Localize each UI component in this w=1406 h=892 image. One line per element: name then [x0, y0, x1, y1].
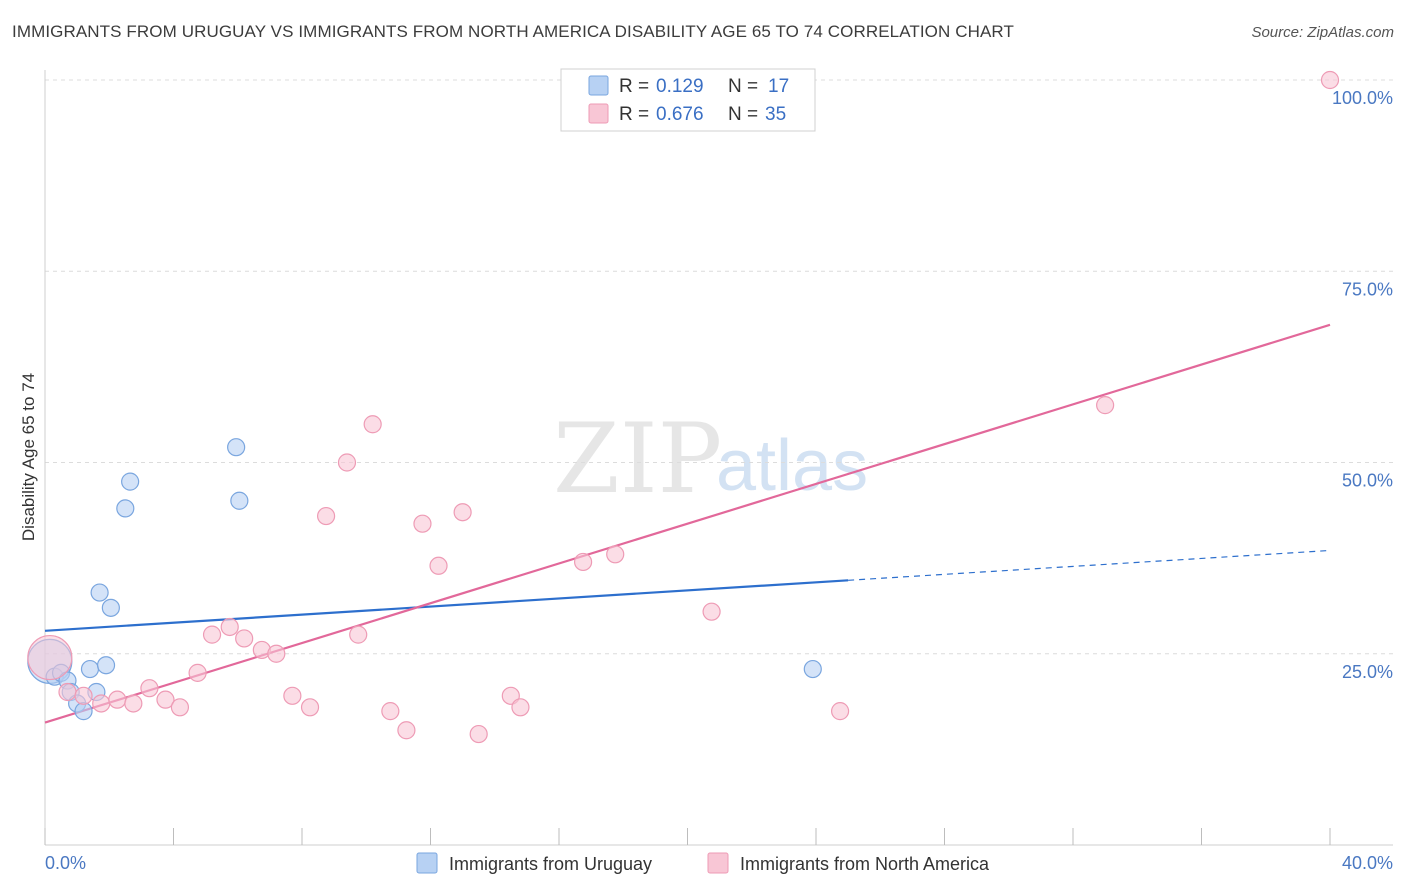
series-legend: Immigrants from Uruguay Immigrants from … [416, 852, 990, 874]
legend-r-value-north-america: 0.676 [656, 104, 704, 125]
watermark-atlas: atlas [716, 426, 868, 506]
legend-n-value-uruguay: 17 [768, 76, 789, 97]
y-tick-label-75: 75.0% [1342, 279, 1393, 299]
y-tick-label-50: 50.0% [1342, 471, 1393, 491]
point-north-america-21 [381, 702, 400, 721]
point-north-america-10 [202, 625, 222, 644]
trend-line-extension-uruguay [848, 549, 1331, 581]
stats-legend: R = 0.129 N = 17 R = 0.676 N = 35 [560, 68, 816, 132]
point-north-america-3 [92, 694, 111, 713]
y-tick-label-100: 100.0% [1332, 88, 1393, 108]
watermark: ZIP atlas [553, 403, 868, 515]
point-north-america-28 [511, 698, 530, 717]
point-north-america-22 [397, 721, 416, 740]
y-axis-label: Disability Age 65 to 74 [19, 373, 38, 541]
point-north-america-32 [830, 702, 850, 721]
trend-line-uruguay [44, 579, 849, 632]
legend-r-label-north-america: R = [619, 104, 649, 125]
point-north-america-0 [27, 634, 73, 681]
point-north-america-8 [170, 698, 190, 717]
chart-title: IMMIGRANTS FROM URUGUAY VS IMMIGRANTS FR… [12, 22, 1014, 41]
point-north-america-16 [300, 698, 320, 717]
legend-r-value-uruguay: 0.129 [656, 76, 704, 97]
series-legend-label-north-america: Immigrants from North America [740, 854, 990, 874]
x-tick-label-max: 40.0% [1342, 853, 1393, 873]
point-north-america-12 [235, 629, 254, 648]
legend-n-value-north-america: 35 [765, 104, 786, 125]
watermark-zip: ZIP [553, 403, 722, 515]
point-uruguay-14 [227, 438, 246, 457]
point-north-america-18 [337, 453, 357, 472]
point-north-america-1 [58, 682, 77, 702]
point-north-america-26 [469, 724, 488, 744]
point-uruguay-16 [803, 659, 822, 679]
point-north-america-31 [702, 602, 721, 621]
point-north-america-24 [429, 556, 448, 575]
legend-n-label-uruguay: N = [728, 76, 758, 97]
point-north-america-34 [1320, 70, 1340, 90]
point-north-america-33 [1096, 396, 1115, 415]
point-north-america-7 [156, 690, 175, 709]
legend-n-label-north-america: N = [728, 104, 758, 125]
point-uruguay-13 [121, 472, 140, 491]
trend-lines [44, 323, 1331, 724]
series-legend-label-uruguay: Immigrants from Uruguay [449, 854, 652, 874]
point-uruguay-9 [90, 583, 109, 602]
point-north-america-15 [283, 686, 302, 705]
trend-line-north-america [44, 323, 1331, 724]
point-north-america-25 [453, 503, 472, 522]
x-axis-ticks [44, 828, 1331, 845]
point-north-america-23 [413, 514, 432, 533]
point-north-america-4 [108, 690, 127, 709]
point-north-america-14 [267, 644, 286, 663]
point-uruguay-15 [230, 491, 249, 510]
point-north-america-20 [363, 415, 382, 434]
point-north-america-29 [573, 552, 593, 572]
series-legend-swatch-uruguay [416, 852, 438, 874]
legend-swatch-uruguay [588, 75, 609, 96]
source-credit: Source: ZipAtlas.com [1251, 24, 1394, 41]
point-uruguay-7 [80, 659, 100, 679]
point-north-america-5 [124, 694, 143, 713]
y-tick-label-25: 25.0% [1342, 662, 1393, 682]
point-north-america-11 [220, 617, 239, 637]
point-north-america-30 [606, 545, 625, 564]
point-north-america-17 [316, 506, 336, 526]
series-legend-swatch-north-america [707, 852, 729, 874]
point-uruguay-11 [101, 598, 120, 617]
point-north-america-2 [74, 686, 93, 705]
point-north-america-9 [188, 663, 207, 682]
point-uruguay-10 [96, 656, 116, 675]
point-north-america-19 [349, 625, 368, 644]
point-uruguay-12 [116, 499, 135, 518]
point-uruguay-6 [74, 702, 93, 721]
y-tick-labels: 25.0% 50.0% 75.0% 100.0% [1332, 88, 1393, 682]
x-tick-label-min: 0.0% [45, 853, 86, 873]
scatter-points [27, 70, 1340, 744]
legend-swatch-north-america [588, 103, 609, 124]
point-north-america-6 [140, 679, 159, 698]
legend-r-label-uruguay: R = [619, 76, 649, 97]
